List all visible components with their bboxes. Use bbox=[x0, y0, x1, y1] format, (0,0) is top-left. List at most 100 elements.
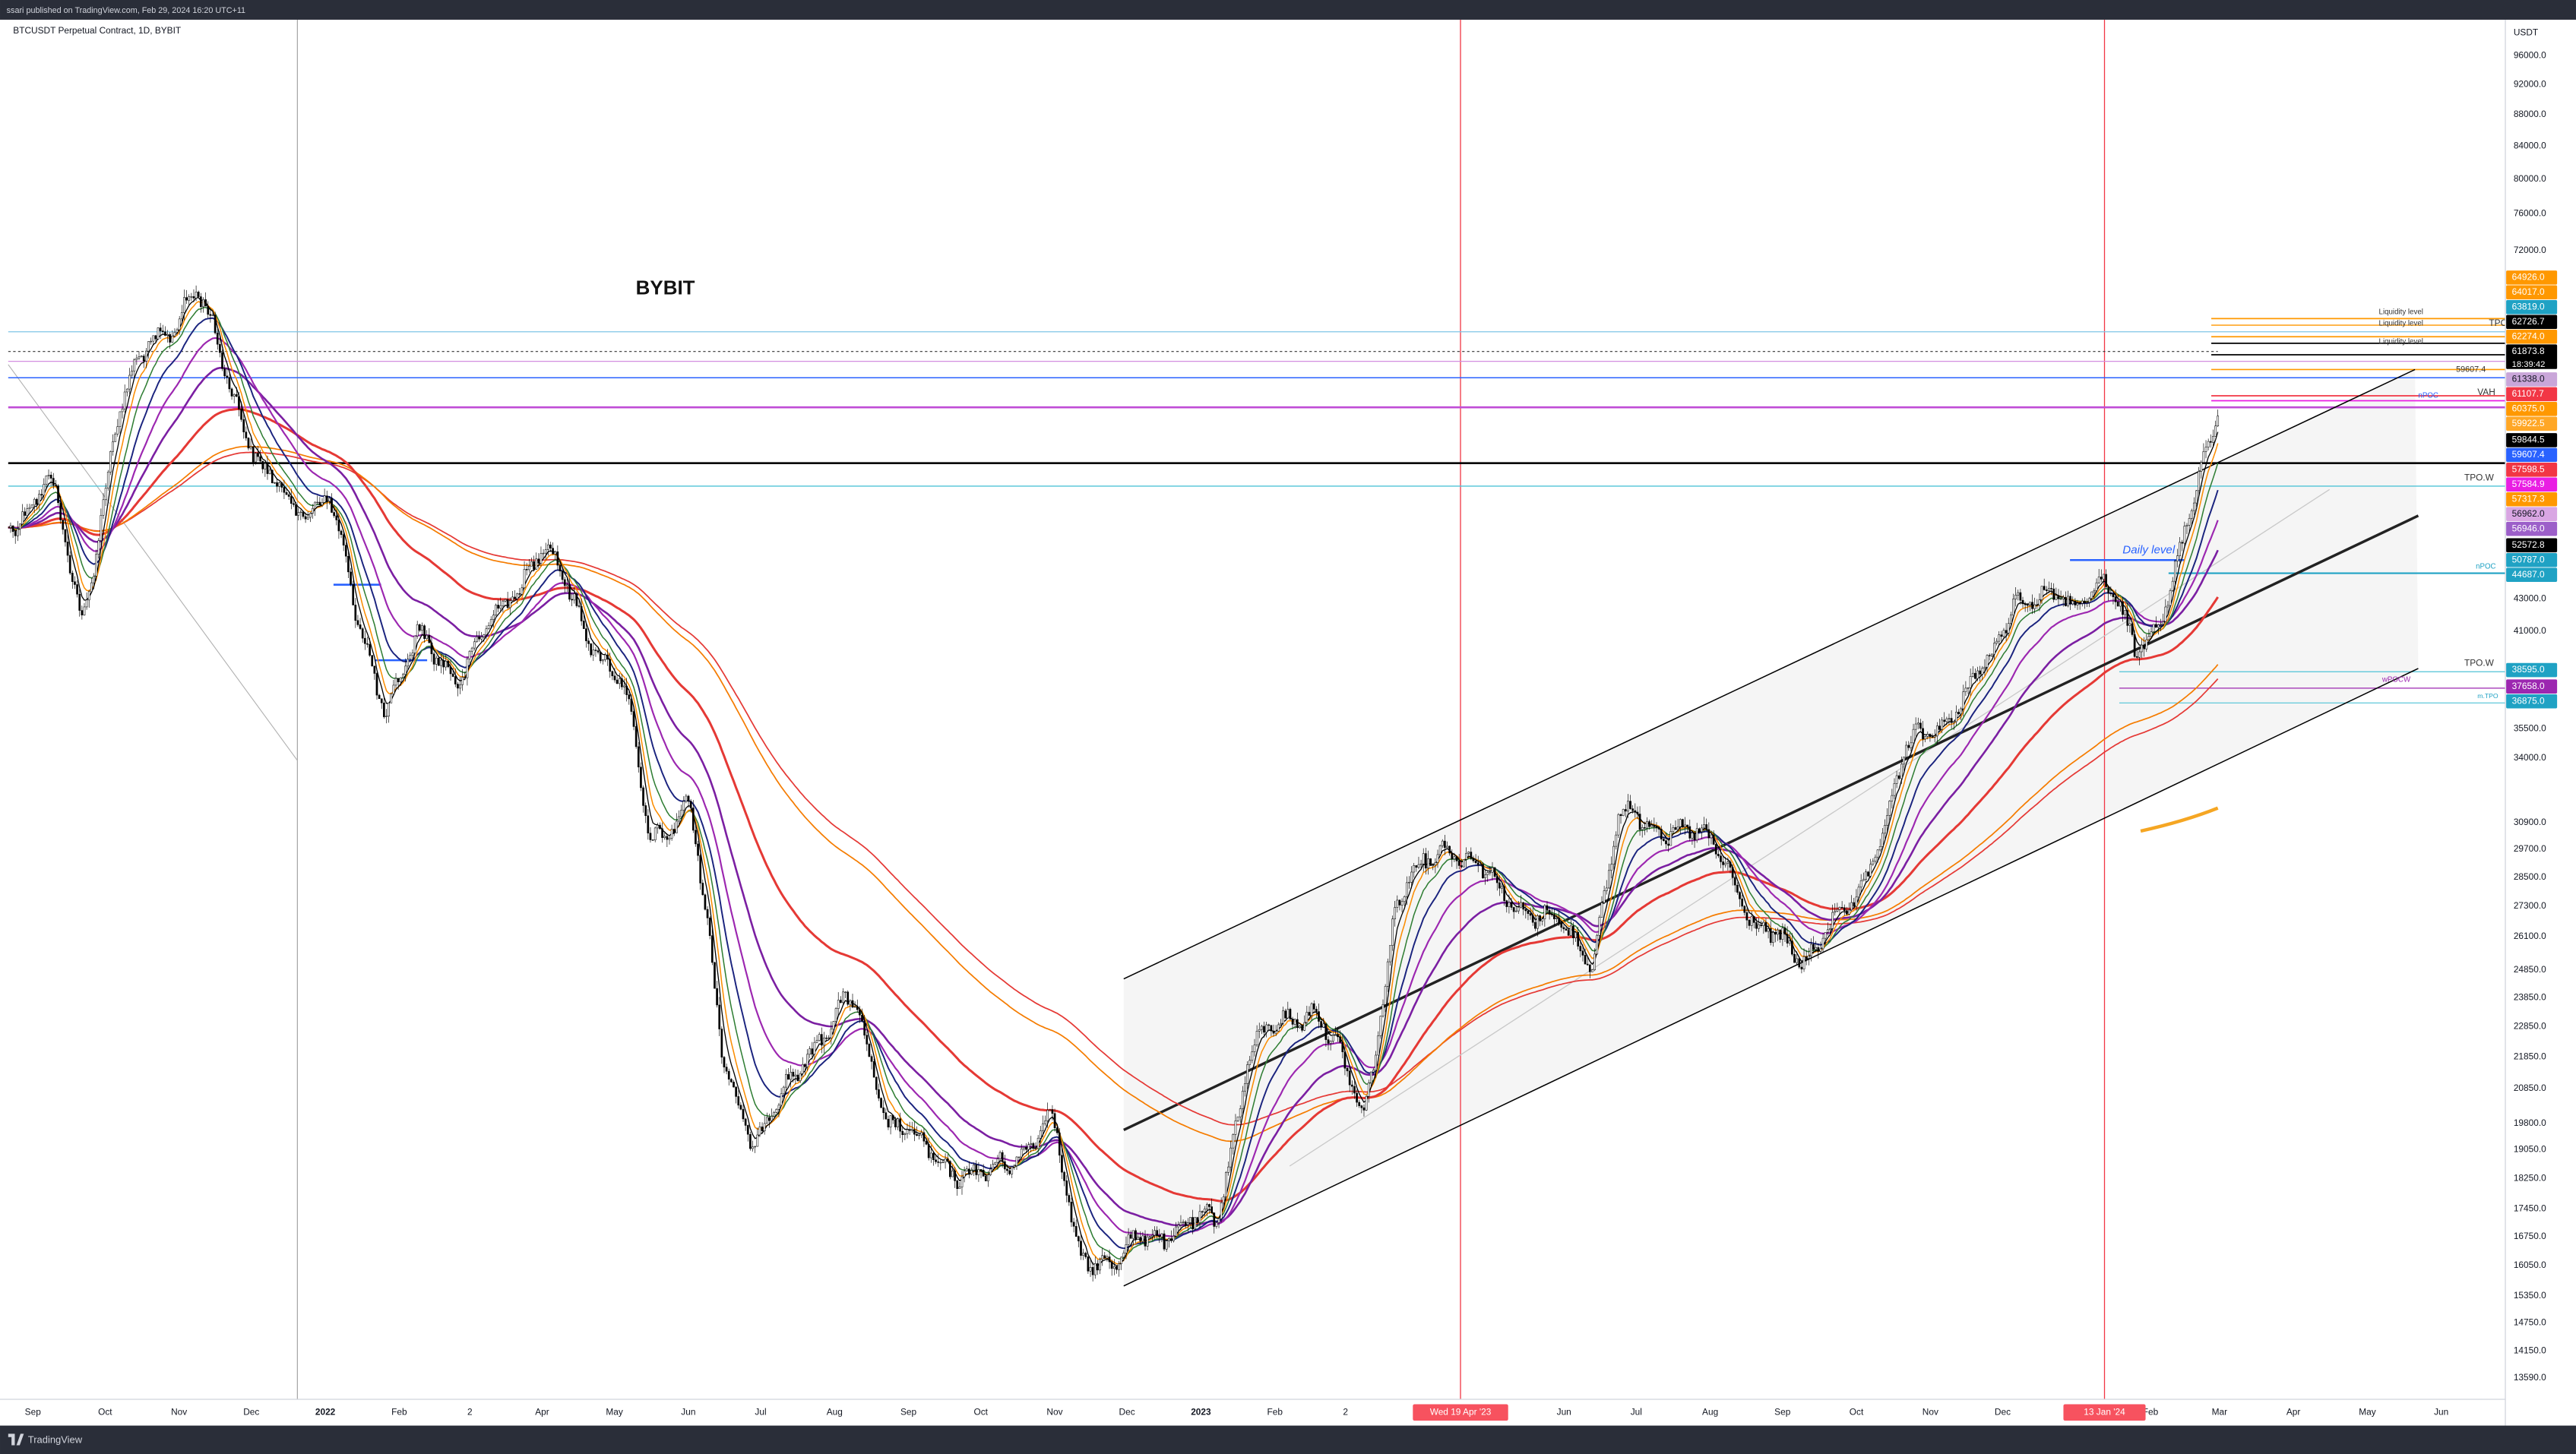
candle-body bbox=[1610, 864, 1612, 871]
candle-body bbox=[495, 605, 497, 615]
candle-body bbox=[394, 678, 397, 686]
price-tag-label: 64017.0 bbox=[2512, 286, 2545, 297]
candle-body bbox=[2088, 598, 2091, 603]
candle-body bbox=[847, 991, 850, 1005]
price-label: 14750.0 bbox=[2514, 1317, 2546, 1327]
price-label: 80000.0 bbox=[2514, 173, 2546, 184]
candle-body bbox=[651, 839, 654, 841]
candle-body bbox=[1688, 826, 1691, 839]
price-tag-label: 60375.0 bbox=[2512, 403, 2545, 413]
candle-body bbox=[285, 492, 288, 495]
candle-body bbox=[1793, 953, 1796, 963]
candle-body bbox=[785, 1074, 787, 1088]
time-label: 2022 bbox=[315, 1406, 336, 1417]
candle-body bbox=[1646, 821, 1648, 829]
candle-body bbox=[1720, 855, 1722, 862]
candle-body bbox=[1472, 858, 1475, 861]
candle-body bbox=[632, 711, 635, 727]
candle-body bbox=[2150, 631, 2153, 637]
candle-body bbox=[609, 659, 612, 672]
candle-body bbox=[1025, 1146, 1027, 1150]
candle-body bbox=[299, 511, 302, 514]
candle-body bbox=[1893, 783, 1896, 796]
candle-body bbox=[2086, 602, 2088, 604]
candle-body bbox=[1874, 856, 1877, 862]
candle-body bbox=[1341, 1042, 1344, 1052]
candle-body bbox=[1945, 718, 1948, 722]
candle-body bbox=[2138, 651, 2141, 658]
candle-body bbox=[2097, 577, 2100, 583]
candle-body bbox=[87, 591, 90, 601]
candle-body bbox=[352, 584, 355, 605]
candle-body bbox=[834, 1008, 837, 1022]
time-label: Oct bbox=[1850, 1406, 1864, 1417]
candle-body bbox=[49, 475, 52, 479]
candle-body bbox=[173, 332, 176, 337]
candle-body bbox=[1722, 861, 1724, 865]
published-text: ssari published on TradingView.com, Feb … bbox=[7, 6, 245, 15]
candle-body bbox=[2014, 595, 2017, 599]
candle-body bbox=[1080, 1241, 1082, 1256]
candle-body bbox=[271, 469, 274, 483]
candle-body bbox=[644, 805, 647, 817]
candle-body bbox=[350, 571, 352, 585]
candle-body bbox=[801, 1064, 804, 1074]
candle-body bbox=[925, 1140, 928, 1145]
candle-body bbox=[761, 1127, 764, 1131]
price-label: 41000.0 bbox=[2514, 625, 2546, 636]
candle-body bbox=[1548, 910, 1551, 915]
candle-body bbox=[2112, 593, 2115, 597]
candle-body bbox=[566, 584, 568, 586]
candle-body bbox=[295, 504, 297, 516]
time-label: May bbox=[2359, 1406, 2375, 1417]
candle-body bbox=[2190, 510, 2193, 519]
candle-body bbox=[1993, 643, 1995, 655]
time-label: Dec bbox=[1119, 1406, 1135, 1417]
candle-body bbox=[882, 1107, 885, 1113]
candle-body bbox=[944, 1158, 947, 1163]
candle-body bbox=[592, 650, 595, 656]
candle-body bbox=[409, 655, 412, 659]
candle-body bbox=[1741, 898, 1744, 907]
candle-body bbox=[989, 1168, 992, 1175]
price-label: 15350.0 bbox=[2514, 1290, 2546, 1301]
candle-body bbox=[128, 375, 131, 390]
candle-body bbox=[333, 512, 335, 517]
candle-body bbox=[1206, 1204, 1208, 1209]
candle-body bbox=[166, 333, 169, 336]
candle-body bbox=[1769, 928, 1772, 944]
candle-body bbox=[480, 637, 483, 640]
time-label: Feb bbox=[2143, 1406, 2159, 1417]
candle-body bbox=[965, 1168, 968, 1172]
candle-body bbox=[1141, 1235, 1144, 1242]
candle-body bbox=[2217, 416, 2220, 427]
candle-body bbox=[725, 1067, 728, 1072]
candle-body bbox=[473, 641, 476, 649]
candle-body bbox=[1253, 1045, 1256, 1052]
candle-body bbox=[1144, 1235, 1147, 1247]
price-tag-label: 37658.0 bbox=[2512, 681, 2545, 691]
candle-body bbox=[1015, 1156, 1018, 1166]
candle-body bbox=[1179, 1222, 1182, 1225]
candle-body bbox=[2029, 602, 2031, 605]
candle-body bbox=[744, 1118, 747, 1126]
candle-body bbox=[1924, 736, 1927, 740]
candle-body bbox=[1764, 921, 1767, 932]
candle-body bbox=[1736, 884, 1739, 893]
candle-body bbox=[457, 684, 459, 689]
candle-body bbox=[1905, 744, 1907, 757]
candle-body bbox=[1194, 1217, 1197, 1230]
candle-body bbox=[1950, 718, 1953, 723]
candle-body bbox=[2124, 610, 2126, 615]
time-label: Mar bbox=[2212, 1406, 2227, 1417]
candle-body bbox=[1417, 864, 1420, 868]
candle-body bbox=[1337, 1034, 1339, 1038]
candle-body bbox=[257, 453, 259, 457]
candle-body bbox=[204, 299, 207, 307]
price-tag-label: 38595.0 bbox=[2512, 664, 2545, 675]
candle-body bbox=[1650, 824, 1654, 827]
candle-body bbox=[9, 525, 12, 528]
candle-body bbox=[373, 665, 376, 674]
candle-body bbox=[1926, 734, 1929, 737]
candle-body bbox=[1774, 932, 1777, 935]
